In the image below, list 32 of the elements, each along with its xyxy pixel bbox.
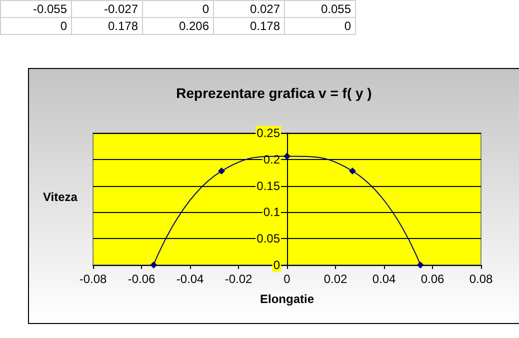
- text: 0.055: [284, 0, 356, 18]
- x-tick-label: -0.02: [224, 272, 252, 286]
- text: 0: [284, 18, 356, 34]
- y-tick-label: 0.15: [256, 178, 280, 193]
- x-tick-label: 0.06: [420, 272, 444, 286]
- x-tick-label: 0.08: [469, 272, 493, 286]
- y-tick-label: 0.25: [256, 126, 280, 140]
- y-tick-label: 0: [273, 258, 280, 272]
- text: 0.178: [72, 18, 142, 34]
- point: [218, 168, 226, 175]
- text: 0: [0, 18, 72, 34]
- point: [416, 262, 424, 268]
- text: 0: [142, 0, 214, 18]
- point: [284, 152, 290, 160]
- text: 0.027: [214, 0, 284, 18]
- chart-title: Reprezentare grafica v = f( y ): [176, 85, 372, 101]
- x-tick-label: 0: [284, 272, 291, 286]
- x-tick-label: 0.02: [324, 272, 348, 286]
- y-tick-label: 0.05: [256, 232, 280, 246]
- text: 0.206: [142, 18, 214, 34]
- x-tick-label: -0.04: [176, 272, 204, 286]
- y-tick-label: 0.1: [263, 205, 280, 220]
- point: [150, 262, 158, 268]
- text: 0.178: [214, 18, 284, 34]
- text: -0.055: [0, 0, 72, 18]
- x-axis-title: Elongatie: [260, 292, 314, 306]
- x-tick-label: 0.04: [372, 272, 396, 286]
- x-tick-label: -0.08: [79, 272, 107, 286]
- text: -0.027: [72, 0, 142, 18]
- x-tick-label: -0.06: [128, 272, 156, 286]
- point: [348, 168, 356, 175]
- y-axis-title: Viteza: [43, 190, 78, 204]
